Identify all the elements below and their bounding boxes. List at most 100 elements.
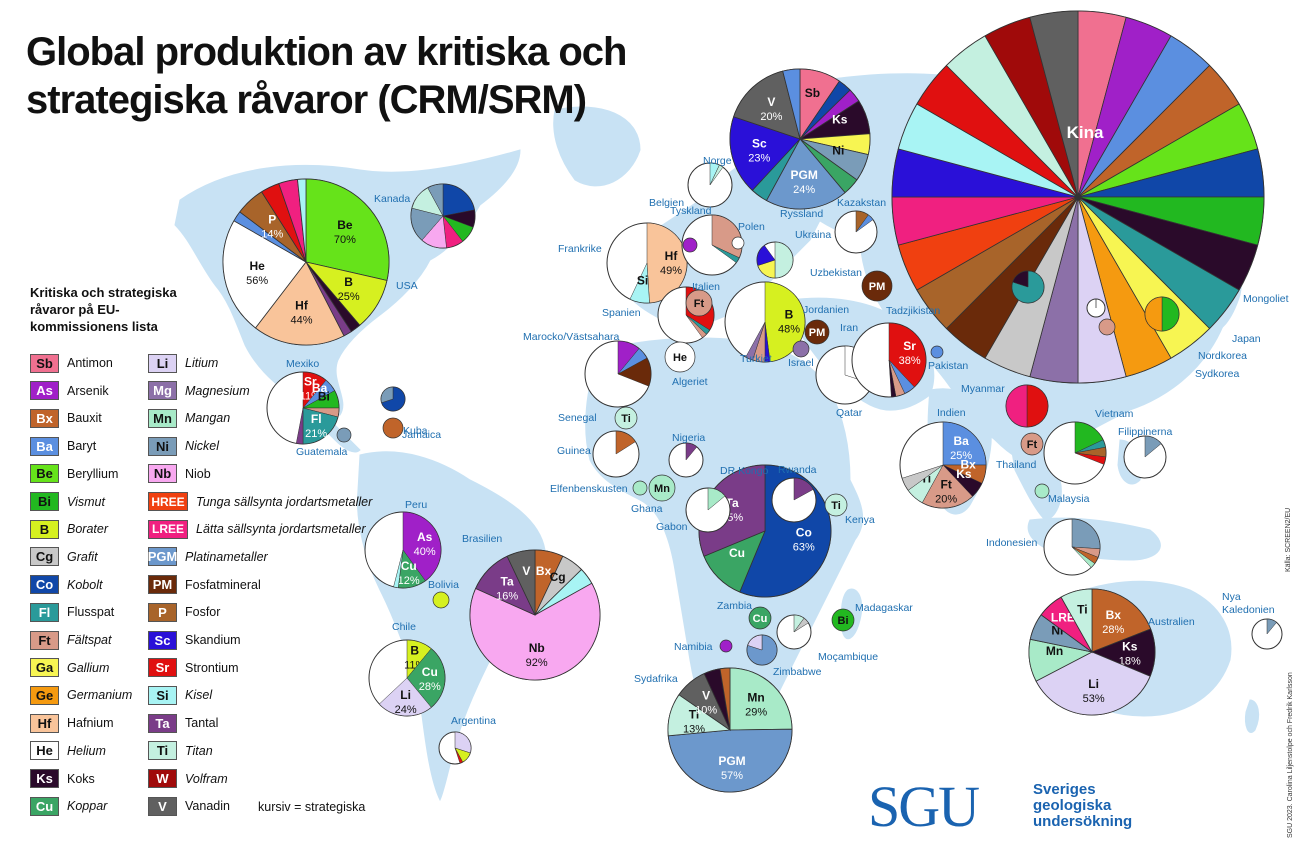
pie-slice-he: [222, 220, 307, 329]
legend-label: Nickel: [185, 439, 220, 454]
pie-slice-symbol: Hf: [665, 249, 679, 263]
legend-label: Baryt: [67, 439, 97, 454]
legend-item-as: As Arsenik: [30, 380, 109, 402]
legend-label: Helium: [67, 743, 106, 758]
pie-slice-cg: [793, 617, 809, 633]
country-label-kuba: Kuba: [403, 425, 428, 437]
map-title: Global produktion av kritiska och strate…: [26, 30, 627, 122]
legend-label: Fältspat: [67, 633, 112, 647]
country-label-argentina: Argentina: [451, 715, 496, 727]
country-label-filippinerna: Filippinerna: [1118, 426, 1172, 438]
pie-slice-sc: [756, 245, 776, 266]
pie-slice-symbol: Bi: [318, 390, 330, 404]
pie-slice-bx: [615, 430, 636, 455]
pie-slice-percent: 28%: [419, 681, 441, 693]
legend-label: Beryllium: [67, 466, 119, 481]
pie-slice-ni: [1144, 435, 1162, 458]
pie-slice-percent: 20%: [760, 111, 782, 123]
pie-iran: Sr 38%: [851, 322, 927, 398]
pie-slice-symbol: Sc: [752, 136, 767, 150]
pie-slice-symbol: V: [522, 564, 530, 578]
pie-slice-symbol: B: [410, 644, 419, 658]
pie-slice-ks: [1012, 270, 1029, 288]
country-label-norge: Norge: [703, 155, 732, 167]
dot-italien: [685, 289, 713, 317]
legend-item-hf: Hf Hafnium: [30, 712, 114, 734]
pie-slice-si: [393, 549, 404, 588]
country-label-jamaica: Jamaica: [402, 429, 441, 441]
legend-swatch: Sc: [148, 630, 177, 650]
pie-slice-symbol: Ti: [1077, 602, 1087, 616]
country-label-brasilien: Brasilien: [462, 533, 502, 545]
pie-slice-symbol: V: [702, 689, 710, 703]
pie-slice-symbol: Ft: [941, 478, 952, 492]
legend-swatch: Si: [148, 685, 177, 705]
country-label-tadzjikistan: Tadzjikistan: [886, 305, 940, 317]
legend-item-co: Co Kobolt: [30, 574, 102, 596]
pie-slice-nb: [469, 582, 601, 681]
country-label-japan: Japan: [1232, 333, 1261, 345]
pie-slice-percent: 21%: [305, 428, 327, 440]
pie-sydafrika: Mn 29% PGM 57% Ti 13% V 10%: [667, 667, 793, 793]
pie-slice-symbol: Co: [796, 526, 812, 540]
pie-slice-ti: [1060, 588, 1093, 654]
pie-slice-symbol: Ks: [1122, 639, 1138, 653]
legend-item-b: B Borater: [30, 518, 108, 540]
legend-item-ta: Ta Tantal: [148, 712, 218, 734]
pie-slice-bi: [1161, 296, 1180, 332]
country-label-frankrike: Frankrike: [558, 243, 602, 255]
legend-swatch: Be: [30, 464, 59, 484]
legend-item-nb: Nb Niob: [148, 463, 211, 485]
legend-label: Fosfatmineral: [185, 577, 261, 592]
pie-slice-symbol: Mn: [1046, 644, 1063, 658]
pie-sydkorea: [1086, 298, 1106, 318]
pie-vietnam: [1043, 421, 1107, 485]
country-label-bolivia: Bolivia: [428, 579, 459, 591]
country-label-namibia: Namibia: [674, 641, 713, 653]
pie-slice-mn: [707, 487, 726, 511]
legend-swatch: PM: [148, 575, 177, 595]
pie-slice-percent: 40%: [414, 546, 436, 558]
country-label-indonesien: Indonesien: [986, 537, 1038, 549]
pie-slice-percent: 38%: [899, 355, 921, 367]
legend-label: Flusspat: [67, 605, 115, 620]
pie-gabon: [685, 487, 731, 533]
pie-slice-percent: 92%: [526, 657, 548, 669]
pie-slice-percent: 70%: [334, 234, 356, 246]
legend-item-cu: Cu Koppar: [30, 795, 107, 817]
pie-slice-symbol: Ta: [501, 575, 514, 589]
pie-slice-ba: [855, 214, 874, 233]
pie-slice-sr: [1026, 384, 1049, 428]
legend-label: Vismut: [67, 494, 105, 509]
pie-slice-bx: [1091, 588, 1152, 653]
legend-item-he: He Helium: [30, 740, 106, 762]
country-label-italien: Italien: [692, 281, 720, 293]
pie-turkiet: B 48%: [724, 281, 806, 363]
legend-item-sc: Sc Skandium: [148, 629, 241, 651]
pie-slice-li: [747, 634, 763, 651]
pie-slice-symbol: B: [785, 308, 794, 322]
legend-swatch: Mg: [148, 381, 177, 401]
pie-slice-symbol: PGM: [791, 168, 818, 182]
dot-ghana: [648, 474, 676, 502]
legend-item-mn: Mn Mangan: [148, 407, 230, 429]
legend-swatch: Ft: [30, 630, 59, 650]
pie-peru: As 40%Cu 12%: [364, 511, 442, 589]
legend-label: Gallium: [67, 660, 110, 675]
legend-swatch: Ni: [148, 436, 177, 456]
pie-ukraina: [756, 241, 794, 279]
legend-swatch: HREE: [148, 492, 188, 511]
country-label-thailand: Thailand: [996, 459, 1036, 471]
pie-kanada: [410, 183, 476, 249]
pie-norge: [687, 162, 733, 208]
pie-slice-symbol: Si: [637, 274, 648, 288]
sgu-logo: SGU: [868, 774, 980, 839]
pie-slice-percent: 24%: [793, 184, 815, 196]
legend-item-ga: Ga Gallium: [30, 657, 109, 679]
dot-symbol: Cu: [753, 613, 768, 625]
dot-polen: [731, 236, 745, 250]
